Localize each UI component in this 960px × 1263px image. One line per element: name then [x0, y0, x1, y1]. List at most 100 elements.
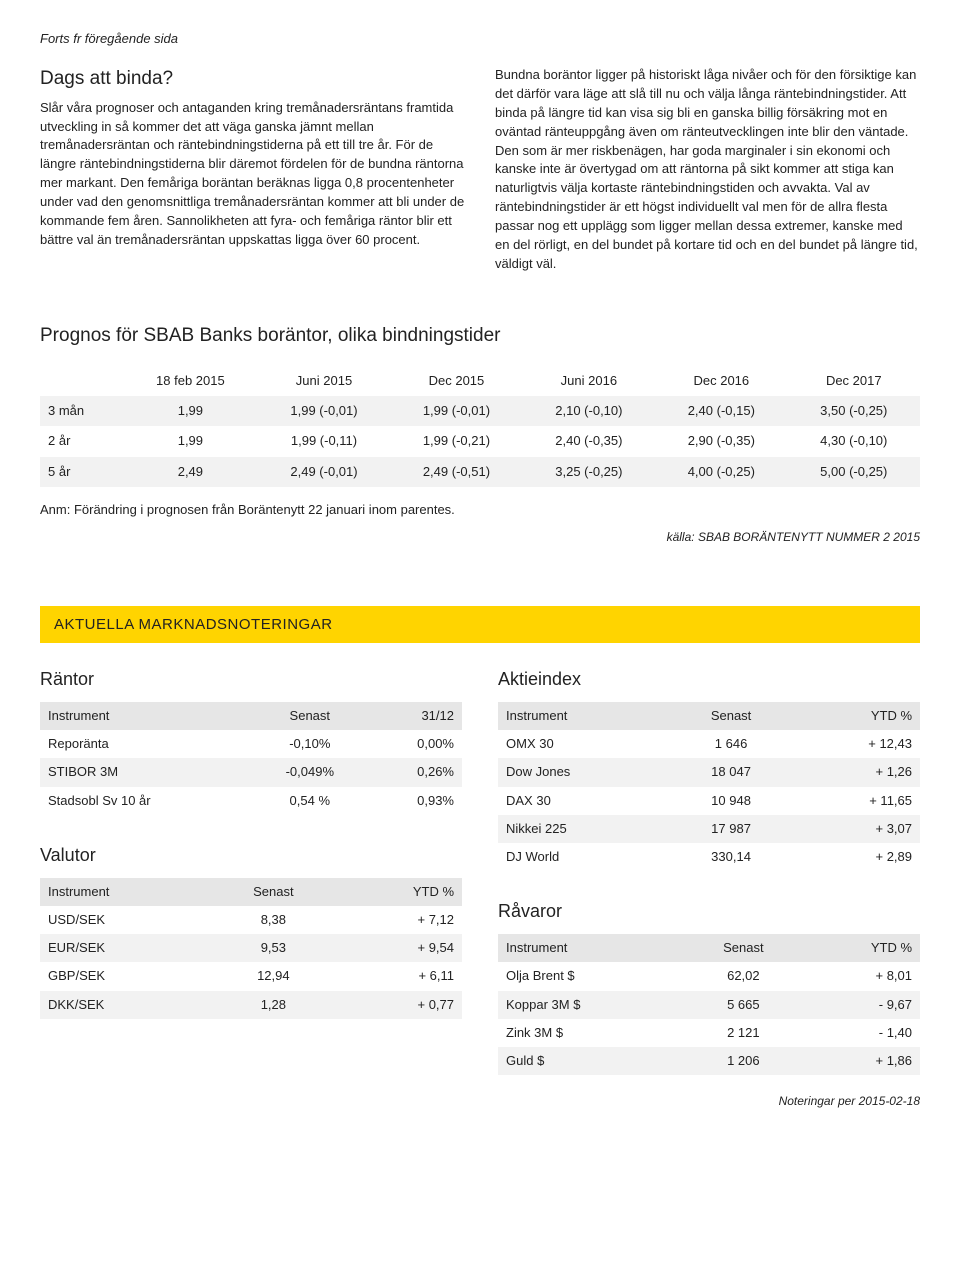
forecast-source: källa: SBAB BORÄNTENYTT NUMMER 2 2015 — [40, 529, 920, 546]
equity-row: Dow Jones 18 047 + 1,26 — [498, 758, 920, 786]
rates-cell: 0,26% — [367, 758, 462, 786]
equity-col: Senast — [670, 702, 791, 730]
equity-table: Instrument Senast YTD % OMX 30 1 646 + 1… — [498, 702, 920, 871]
continuation-note: Forts fr föregående sida — [40, 30, 920, 48]
commodities-cell: + 1,86 — [802, 1047, 920, 1075]
commodities-row: Olja Brent $ 62,02 + 8,01 — [498, 962, 920, 990]
fx-cell: 8,38 — [211, 906, 336, 934]
commodities-cell: - 9,67 — [802, 991, 920, 1019]
forecast-col: Juni 2016 — [523, 366, 655, 396]
forecast-col-blank — [40, 366, 123, 396]
forecast-cell: 2,49 — [123, 457, 258, 487]
rates-heading: Räntor — [40, 667, 462, 692]
rates-col: Instrument — [40, 702, 252, 730]
forecast-cell: 4,30 (-0,10) — [788, 426, 920, 456]
fx-row: GBP/SEK 12,94 + 6,11 — [40, 962, 462, 990]
equity-col: Instrument — [498, 702, 670, 730]
rates-cell: 0,00% — [367, 730, 462, 758]
forecast-cell: 3 mån — [40, 396, 123, 426]
article-right-column: Bundna boräntor ligger på historiskt låg… — [495, 66, 920, 273]
forecast-col: Juni 2015 — [258, 366, 390, 396]
fx-cell: 9,53 — [211, 934, 336, 962]
fx-cell: GBP/SEK — [40, 962, 211, 990]
rates-table: Instrument Senast 31/12 Reporänta -0,10%… — [40, 702, 462, 815]
commodities-col: Senast — [685, 934, 802, 962]
forecast-col: Dec 2015 — [390, 366, 522, 396]
forecast-table: 18 feb 2015 Juni 2015 Dec 2015 Juni 2016… — [40, 366, 920, 487]
forecast-row: 5 år 2,49 2,49 (-0,01) 2,49 (-0,51) 3,25… — [40, 457, 920, 487]
commodities-cell: 5 665 — [685, 991, 802, 1019]
fx-table: Instrument Senast YTD % USD/SEK 8,38 + 7… — [40, 878, 462, 1019]
forecast-cell: 2 år — [40, 426, 123, 456]
article-left-column: Dags att binda? Slår våra prognoser och … — [40, 66, 465, 273]
fx-cell: + 6,11 — [336, 962, 462, 990]
equity-heading: Aktieindex — [498, 667, 920, 692]
fx-row: EUR/SEK 9,53 + 9,54 — [40, 934, 462, 962]
equity-row: Nikkei 225 17 987 + 3,07 — [498, 815, 920, 843]
equity-cell: 330,14 — [670, 843, 791, 871]
equity-header-row: Instrument Senast YTD % — [498, 702, 920, 730]
forecast-col: Dec 2017 — [788, 366, 920, 396]
forecast-cell: 1,99 (-0,21) — [390, 426, 522, 456]
fx-cell: 12,94 — [211, 962, 336, 990]
quotes-footer-note: Noteringar per 2015-02-18 — [40, 1093, 920, 1110]
fx-cell: + 9,54 — [336, 934, 462, 962]
commodities-cell: Zink 3M $ — [498, 1019, 685, 1047]
equity-cell: 18 047 — [670, 758, 791, 786]
forecast-cell: 5,00 (-0,25) — [788, 457, 920, 487]
equity-col: YTD % — [792, 702, 920, 730]
commodities-cell: + 8,01 — [802, 962, 920, 990]
forecast-cell: 2,40 (-0,35) — [523, 426, 655, 456]
commodities-cell: Olja Brent $ — [498, 962, 685, 990]
forecast-cell: 3,25 (-0,25) — [523, 457, 655, 487]
commodities-cell: 62,02 — [685, 962, 802, 990]
forecast-cell: 2,10 (-0,10) — [523, 396, 655, 426]
commodities-col: YTD % — [802, 934, 920, 962]
commodities-row: Guld $ 1 206 + 1,86 — [498, 1047, 920, 1075]
commodities-row: Koppar 3M $ 5 665 - 9,67 — [498, 991, 920, 1019]
forecast-col: 18 feb 2015 — [123, 366, 258, 396]
forecast-cell: 3,50 (-0,25) — [788, 396, 920, 426]
fx-row: DKK/SEK 1,28 + 0,77 — [40, 991, 462, 1019]
quotes-columns: Räntor Instrument Senast 31/12 Reporänta… — [40, 667, 920, 1075]
forecast-cell: 5 år — [40, 457, 123, 487]
rates-col: 31/12 — [367, 702, 462, 730]
equity-row: DJ World 330,14 + 2,89 — [498, 843, 920, 871]
fx-cell: + 0,77 — [336, 991, 462, 1019]
forecast-header-row: 18 feb 2015 Juni 2015 Dec 2015 Juni 2016… — [40, 366, 920, 396]
forecast-cell: 1,99 — [123, 396, 258, 426]
equity-cell: + 2,89 — [792, 843, 920, 871]
equity-row: OMX 30 1 646 + 12,43 — [498, 730, 920, 758]
equity-cell: DAX 30 — [498, 787, 670, 815]
fx-cell: EUR/SEK — [40, 934, 211, 962]
commodities-cell: Guld $ — [498, 1047, 685, 1075]
commodities-cell: Koppar 3M $ — [498, 991, 685, 1019]
equity-cell: + 3,07 — [792, 815, 920, 843]
fx-cell: + 7,12 — [336, 906, 462, 934]
fx-heading: Valutor — [40, 843, 462, 868]
equity-cell: Nikkei 225 — [498, 815, 670, 843]
equity-row: DAX 30 10 948 + 11,65 — [498, 787, 920, 815]
fx-row: USD/SEK 8,38 + 7,12 — [40, 906, 462, 934]
rates-cell: STIBOR 3M — [40, 758, 252, 786]
fx-cell: USD/SEK — [40, 906, 211, 934]
forecast-cell: 2,90 (-0,35) — [655, 426, 787, 456]
commodities-table: Instrument Senast YTD % Olja Brent $ 62,… — [498, 934, 920, 1075]
rates-cell: 0,54 % — [252, 787, 367, 815]
rates-header-row: Instrument Senast 31/12 — [40, 702, 462, 730]
equity-cell: 10 948 — [670, 787, 791, 815]
equity-cell: 1 646 — [670, 730, 791, 758]
rates-cell: 0,93% — [367, 787, 462, 815]
forecast-cell: 4,00 (-0,25) — [655, 457, 787, 487]
article-right-text: Bundna boräntor ligger på historiskt låg… — [495, 66, 920, 273]
forecast-cell: 1,99 — [123, 426, 258, 456]
commodities-header-row: Instrument Senast YTD % — [498, 934, 920, 962]
forecast-cell: 1,99 (-0,11) — [258, 426, 390, 456]
commodities-row: Zink 3M $ 2 121 - 1,40 — [498, 1019, 920, 1047]
forecast-heading: Prognos för SBAB Banks boräntor, olika b… — [40, 323, 920, 350]
forecast-col: Dec 2016 — [655, 366, 787, 396]
article-columns: Dags att binda? Slår våra prognoser och … — [40, 66, 920, 273]
rates-cell: -0,10% — [252, 730, 367, 758]
equity-cell: Dow Jones — [498, 758, 670, 786]
fx-col: Instrument — [40, 878, 211, 906]
